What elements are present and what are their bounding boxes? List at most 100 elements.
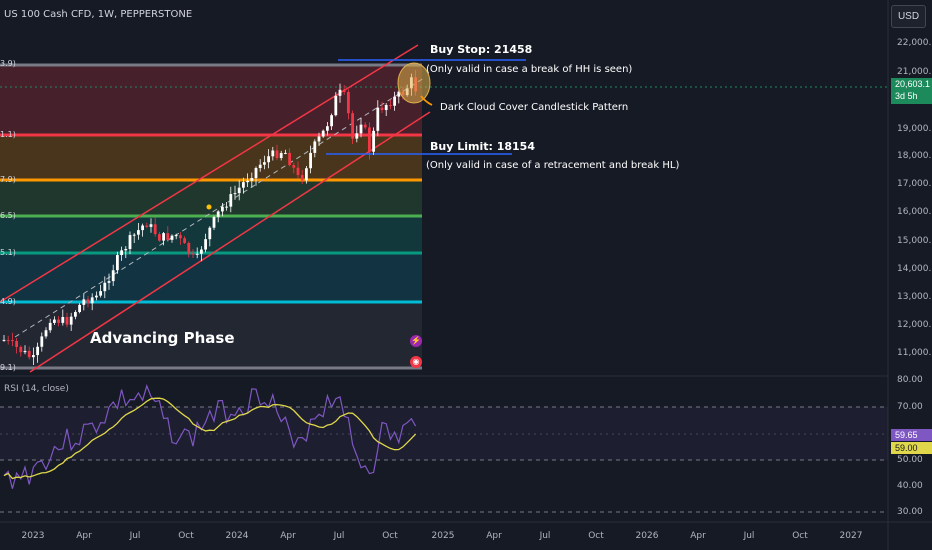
candle-body [309,152,312,169]
time-tick: Jul [333,531,345,541]
rsi-ma-line[interactable] [3,397,417,480]
time-tick: 2023 [21,531,45,541]
time-tick: Jul [129,531,141,541]
pattern-highlight[interactable] [397,62,431,104]
candle-body [200,249,203,254]
candle-body [40,336,44,347]
candle-body [355,133,359,139]
candle-body [330,115,333,127]
candle-body [208,227,212,240]
pattern-label[interactable]: Dark Cloud Cover Candlestick Pattern [440,102,629,113]
phase-label[interactable]: Advancing Phase [90,329,235,347]
candle-body [170,235,174,240]
time-tick: Jul [743,531,755,541]
candle-body [347,91,350,114]
candle-body [204,239,207,250]
candle-body [132,234,136,236]
symbol-title[interactable]: US 100 Cash CFD, 1W, PEPPERSTONE [4,9,193,20]
price-tick: 12,000.0 [897,320,932,330]
rsi-tick: 40.00 [897,481,923,491]
candle-body [351,113,354,139]
candle-body [313,141,317,153]
candle-body [162,233,165,241]
buy-stop-label[interactable]: Buy Stop: 21458 [430,43,533,56]
channel-upper-line[interactable] [0,44,419,303]
price-tick: 17,000.0 [897,179,932,189]
ascending-channel[interactable] [0,44,431,373]
candle-body [141,225,144,231]
candle-body [359,124,363,134]
candle-body [376,107,380,131]
bar-countdown: 3d 5h [895,91,918,101]
rsi-tick: 30.00 [897,507,923,517]
signal-dot [206,204,212,210]
candle-body [107,281,111,283]
candle-body [267,156,270,163]
time-tick: Oct [588,531,604,541]
pattern-arrow [420,95,433,106]
candle-body [111,270,115,282]
currency-button[interactable]: USD [891,5,926,28]
candle-body [296,167,300,176]
candle-body [195,253,199,255]
time-tick: Oct [178,531,194,541]
time-tick: Oct [382,531,398,541]
fib-label-5: 6.5) [0,211,16,220]
fib-label-1: 9.1) [0,363,16,372]
price-tick: 18,000.0 [897,151,932,161]
candle-body [380,107,384,111]
candle-body [393,96,396,106]
candle-body [32,355,35,358]
candle-body [237,187,241,194]
candle-body [397,91,401,97]
fib-label-0: 3.9) [0,59,16,68]
time-tick: 2025 [431,531,455,541]
candle-body [334,95,338,116]
candle-body [99,291,102,296]
candle-body [216,211,220,218]
candle-body [90,297,94,304]
buy-stop-note[interactable]: (Only valid in case a break of HH is see… [426,64,633,75]
price-tick: 19,000.0 [897,124,932,134]
candle-body [284,152,287,154]
price-tick: 15,000.0 [897,236,932,246]
candle-body [74,312,77,317]
time-tick: 2026 [635,531,659,541]
rsi-line[interactable] [3,384,417,489]
candle-body [53,319,56,323]
candle-body [179,235,182,239]
lightning-icon[interactable]: ⚡ [410,335,422,347]
candle-body [65,316,69,325]
buy-limit-label[interactable]: Buy Limit: 18154 [430,140,535,153]
candle-body [57,319,60,323]
fib-zone-3 [0,180,422,216]
current-price-label: 20,603.1 3d 5h [891,78,932,104]
rsi-indicator-label[interactable]: RSI (14, close) [4,384,69,394]
candle-body [82,299,86,305]
candle-body [305,168,308,181]
candle-body [11,340,14,342]
candle-body [36,346,39,356]
buy-limit-note[interactable]: (Only valid in case of a retracement and… [426,160,680,171]
time-tick: Apr [690,531,706,541]
candle-body [279,153,283,159]
price-tick: 13,000.0 [897,292,932,302]
candle-body [292,165,296,168]
candle-body [183,238,186,243]
candle-body [128,235,132,249]
candle-body [174,235,178,237]
candle-body [19,346,23,353]
rsi-value-label: 59.65 [891,429,932,441]
candle-body [2,339,6,341]
candle-body [187,242,191,254]
candle-body [103,282,107,292]
candle-body [191,253,195,255]
channel-lower-line[interactable] [29,111,431,373]
candle-body [363,124,367,128]
flag-icon[interactable]: ◉ [410,356,422,368]
candle-body [384,104,388,111]
candle-body [61,316,65,323]
time-tick: Apr [76,531,92,541]
candle-body [27,350,31,358]
